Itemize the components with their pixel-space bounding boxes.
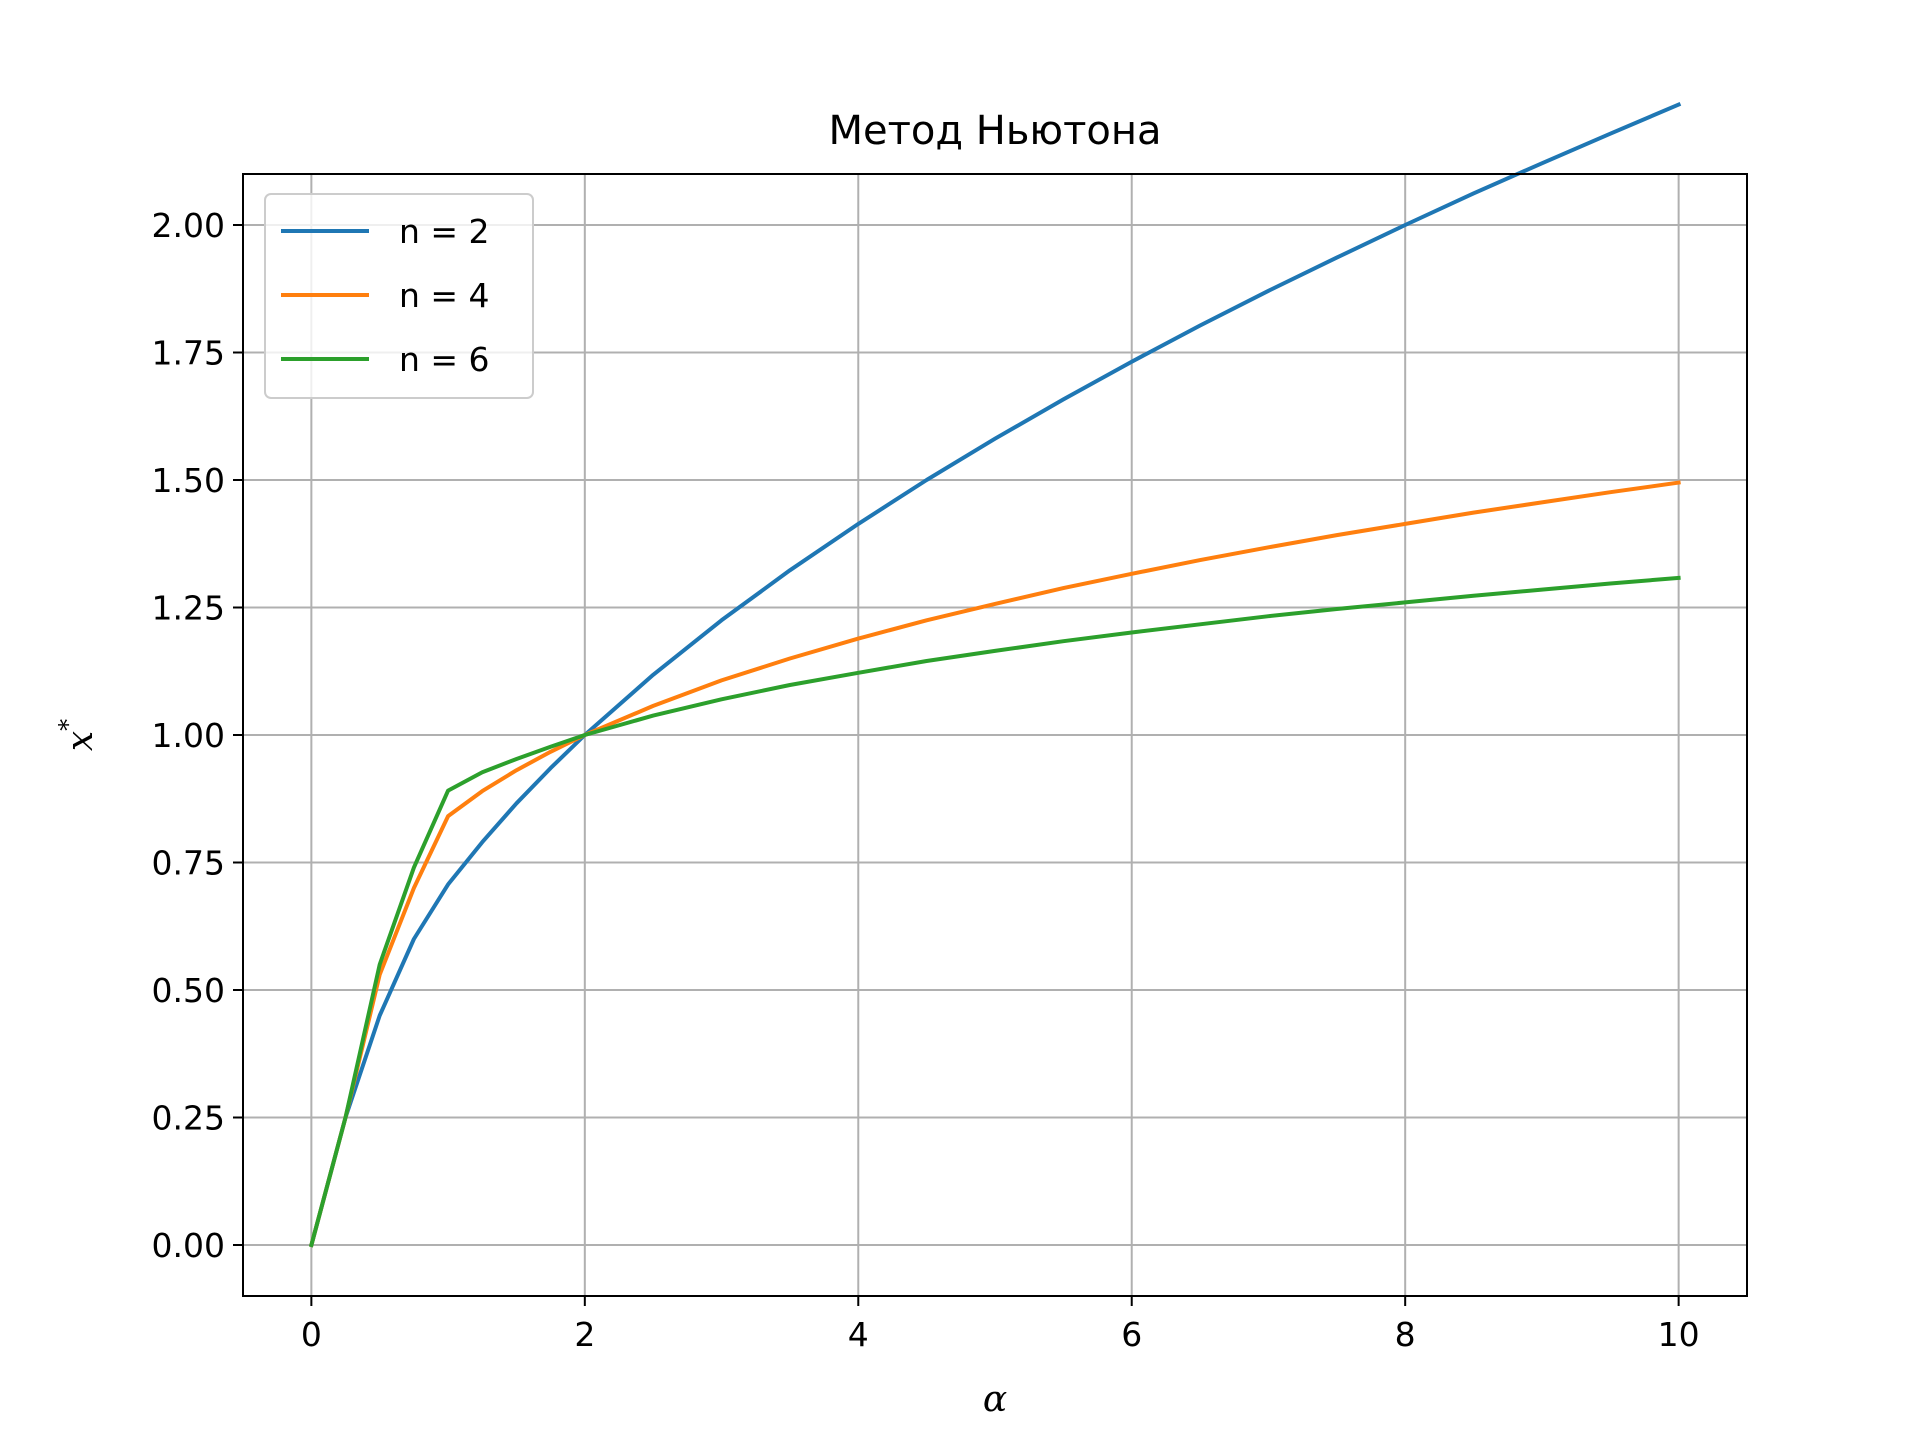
axis-ticks: 0 2 4 6 8 10 0.00 0.25 0.50 0.75 1.00 1.25 1.50 1.75 2…: [152, 206, 1700, 1354]
y-axis-label-superscript: *: [54, 719, 82, 731]
series-line-n2: [308, 101, 1682, 1248]
x-tick-label: 6: [1121, 1315, 1142, 1354]
y-axis-label-text: x*: [54, 719, 101, 751]
x-tick-label: 0: [301, 1315, 322, 1354]
legend-label: n = 4: [399, 276, 490, 315]
y-tick-label: 0.00: [152, 1226, 225, 1265]
legend-box: [264, 193, 534, 399]
y-tick-label: 0.50: [152, 971, 225, 1010]
y-tick-label: 1.75: [152, 334, 225, 373]
x-tick-label: 4: [848, 1315, 869, 1354]
series-line-n6: [308, 575, 1681, 1248]
y-axis-label-base: x: [60, 731, 101, 751]
legend-label: n = 2: [399, 212, 490, 251]
legend: n = 2 n = 4 n = 6: [264, 193, 534, 399]
y-axis-label: x*: [54, 719, 101, 751]
y-tick-label: 1.50: [152, 461, 225, 500]
series-line-n4: [308, 480, 1681, 1248]
y-tick-label: 1.25: [152, 589, 225, 628]
x-tick-label: 2: [574, 1315, 595, 1354]
grid-lines: [243, 174, 1747, 1296]
y-tick-label: 0.25: [152, 1099, 225, 1138]
x-axis-label: α: [983, 1379, 1007, 1420]
x-tick-label: 8: [1395, 1315, 1416, 1354]
y-tick-label: 2.00: [152, 206, 225, 245]
legend-label: n = 6: [399, 340, 490, 379]
x-tick-label: 10: [1658, 1315, 1700, 1354]
series-lines: [308, 101, 1682, 1248]
y-tick-label: 0.75: [152, 844, 225, 883]
chart-title: Метод Ньютона: [828, 108, 1161, 154]
y-tick-label: 1.00: [152, 716, 225, 755]
